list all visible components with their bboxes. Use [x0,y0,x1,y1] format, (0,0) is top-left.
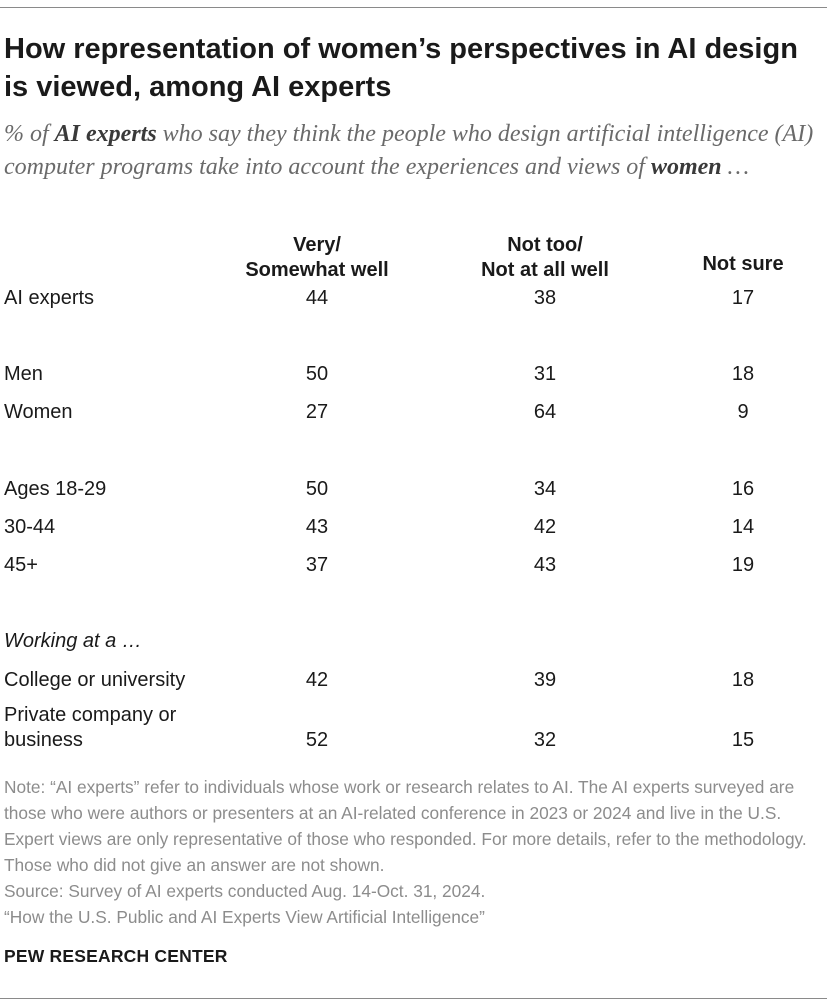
row-label-line: Private company or [4,704,177,726]
row-label-30-44: 30-44 [4,516,56,538]
column-header-line: Not at all well [481,259,609,281]
value-cell: 43 [533,554,557,576]
value-cell: 27 [305,401,329,423]
subtitle-text: … [721,153,749,180]
value-cell: 14 [731,516,755,538]
value-cell: 38 [533,287,557,309]
column-header-very-somewhat: Very/ Somewhat well [197,233,437,283]
subtitle-text: who say they think the people who design… [4,121,814,180]
row-label-45-plus: 45+ [4,554,38,576]
row-label-men: Men [4,363,43,385]
value-cell: 39 [533,669,557,691]
brand-logo-text: PEW RESEARCH CENTER [4,946,228,966]
chart-note: Note: “AI experts” refer to individuals … [4,777,807,875]
chart-title: How representation of women’s perspectiv… [4,33,798,103]
value-cell: 15 [731,729,755,751]
value-cell: 34 [533,478,557,500]
row-label-ages-18-29: Ages 18-29 [4,478,107,500]
bottom-rule [0,998,827,999]
chart-subtitle: % of AI experts who say they think the p… [4,118,824,183]
value-cell: 17 [731,287,755,309]
column-header-line: Very/ [293,234,341,256]
value-cell: 37 [305,554,329,576]
value-cell: 18 [731,363,755,385]
column-header-line: Not sure [702,253,784,275]
row-label-private-company: Private company or business [4,703,176,753]
row-label-women: Women [4,401,73,423]
column-header-not-too-not-at-all: Not too/ Not at all well [425,233,665,283]
column-header-line: Somewhat well [245,259,389,281]
value-cell: 50 [305,478,329,500]
subtitle-emphasis: women [650,153,722,180]
value-cell: 52 [305,729,329,751]
value-cell: 43 [305,516,329,538]
value-cell: 18 [731,669,755,691]
report-title: “How the U.S. Public and AI Experts View… [4,907,485,927]
row-label-college-or-university: College or university [4,669,186,691]
value-cell: 64 [533,401,557,423]
value-cell: 31 [533,363,557,385]
group-label-working-at: Working at a … [4,630,142,652]
value-cell: 50 [305,363,329,385]
value-cell: 32 [533,729,557,751]
row-label-ai-experts: AI experts [4,287,95,309]
subtitle-text: % of [4,121,55,147]
top-rule [0,7,827,8]
column-header-not-sure: Not sure [623,252,840,277]
value-cell: 16 [731,478,755,500]
chart-source: Source: Survey of AI experts conducted A… [4,881,486,901]
value-cell: 19 [731,554,755,576]
row-label-line: business [4,729,83,751]
value-cell: 44 [305,287,329,309]
subtitle-emphasis: AI experts [54,121,157,147]
value-cell: 9 [737,401,749,423]
value-cell: 42 [533,516,557,538]
value-cell: 42 [305,669,329,691]
column-header-line: Not too/ [507,234,583,256]
